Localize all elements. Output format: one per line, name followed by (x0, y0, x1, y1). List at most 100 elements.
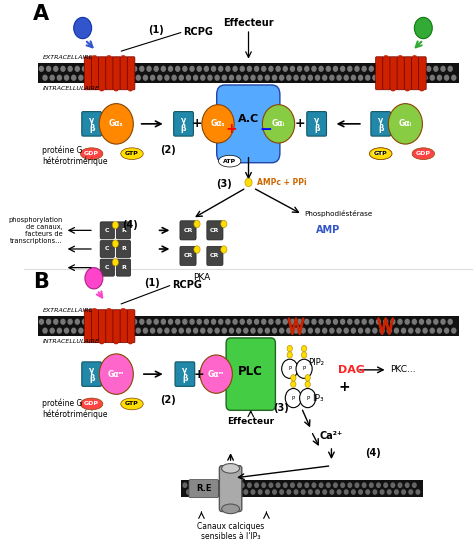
Text: DAG: DAG (338, 365, 365, 375)
Circle shape (85, 268, 103, 289)
FancyBboxPatch shape (82, 112, 101, 136)
Circle shape (366, 75, 370, 80)
Circle shape (212, 483, 215, 487)
Circle shape (301, 352, 307, 358)
Circle shape (151, 328, 155, 333)
Circle shape (409, 490, 412, 494)
Circle shape (423, 328, 427, 333)
Circle shape (111, 66, 115, 71)
Circle shape (86, 328, 90, 333)
Text: EXTRACELLAIRE: EXTRACELLAIRE (42, 308, 93, 313)
Circle shape (345, 490, 348, 494)
Circle shape (187, 490, 190, 494)
Circle shape (190, 483, 194, 487)
Circle shape (412, 66, 416, 71)
Ellipse shape (370, 148, 392, 160)
Circle shape (358, 75, 363, 80)
Circle shape (226, 319, 230, 324)
Circle shape (201, 490, 205, 494)
Circle shape (414, 17, 432, 39)
Text: C: C (105, 228, 109, 233)
Text: PLC: PLC (238, 365, 263, 378)
Circle shape (64, 75, 69, 80)
Circle shape (344, 328, 348, 333)
Circle shape (194, 246, 200, 253)
Circle shape (200, 355, 232, 393)
Circle shape (193, 75, 198, 80)
Circle shape (255, 66, 259, 71)
Circle shape (255, 483, 258, 487)
Ellipse shape (121, 398, 143, 410)
Circle shape (301, 490, 305, 494)
Circle shape (326, 66, 330, 71)
Circle shape (229, 328, 234, 333)
Circle shape (208, 75, 212, 80)
FancyBboxPatch shape (82, 362, 101, 386)
Circle shape (133, 319, 137, 324)
Circle shape (333, 66, 337, 71)
Text: RCPG: RCPG (173, 280, 202, 289)
Text: IP₃: IP₃ (312, 393, 324, 403)
Circle shape (240, 483, 244, 487)
Circle shape (50, 328, 54, 333)
Circle shape (215, 75, 219, 80)
FancyBboxPatch shape (91, 57, 99, 90)
Circle shape (46, 319, 51, 324)
Circle shape (262, 483, 265, 487)
Circle shape (118, 319, 122, 324)
FancyBboxPatch shape (189, 480, 219, 498)
Circle shape (395, 490, 398, 494)
FancyBboxPatch shape (120, 310, 128, 343)
Circle shape (247, 319, 251, 324)
Text: +: + (191, 117, 202, 130)
Circle shape (366, 328, 370, 333)
Circle shape (380, 490, 384, 494)
Text: β: β (314, 124, 319, 132)
Circle shape (244, 490, 247, 494)
Circle shape (90, 66, 94, 71)
Circle shape (276, 483, 280, 487)
Circle shape (269, 66, 273, 71)
Circle shape (176, 66, 180, 71)
Circle shape (352, 490, 355, 494)
Text: γ: γ (89, 116, 94, 125)
Circle shape (370, 483, 373, 487)
Circle shape (316, 490, 319, 494)
Text: GDP: GDP (373, 151, 388, 156)
Circle shape (265, 328, 269, 333)
Circle shape (312, 66, 316, 71)
Circle shape (82, 319, 86, 324)
FancyBboxPatch shape (383, 57, 391, 90)
FancyBboxPatch shape (99, 57, 106, 90)
Circle shape (276, 66, 280, 71)
Circle shape (104, 319, 108, 324)
Circle shape (201, 328, 205, 333)
Circle shape (112, 221, 118, 229)
Ellipse shape (121, 148, 143, 160)
Circle shape (387, 328, 391, 333)
FancyBboxPatch shape (180, 221, 196, 240)
Text: Gαₛ: Gαₛ (211, 119, 225, 129)
Circle shape (99, 354, 133, 395)
Circle shape (172, 75, 176, 80)
Circle shape (197, 483, 201, 487)
Circle shape (273, 328, 276, 333)
Circle shape (75, 66, 79, 71)
Circle shape (82, 66, 86, 71)
Bar (181, 480, 423, 497)
Circle shape (54, 66, 58, 71)
FancyBboxPatch shape (207, 221, 223, 240)
Text: protéine G
hétérotrimérique: protéine G hétérotrimérique (42, 398, 108, 419)
Circle shape (341, 483, 345, 487)
Circle shape (283, 483, 287, 487)
Circle shape (169, 66, 173, 71)
Bar (38, 63, 459, 83)
Circle shape (68, 319, 72, 324)
Text: (4): (4) (122, 220, 137, 229)
Ellipse shape (222, 504, 239, 513)
Circle shape (373, 490, 377, 494)
Circle shape (377, 483, 380, 487)
Circle shape (129, 75, 133, 80)
FancyBboxPatch shape (106, 57, 113, 90)
Circle shape (419, 66, 424, 71)
